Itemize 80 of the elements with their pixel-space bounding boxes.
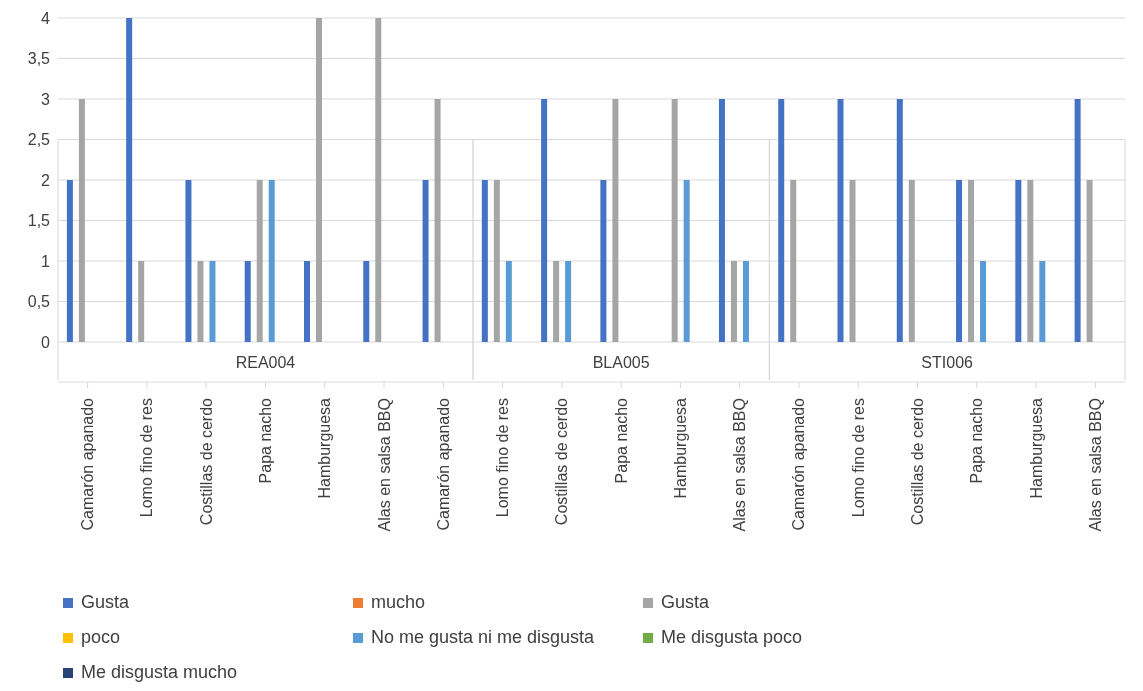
- bar: [126, 18, 133, 342]
- bar: [612, 99, 619, 342]
- legend-label: Me disgusta mucho: [81, 662, 238, 683]
- bar: [541, 99, 548, 342]
- text: STI006: [921, 353, 974, 371]
- y-tick-label: 2,5: [27, 131, 51, 149]
- bar: [434, 99, 441, 342]
- bar: [1027, 180, 1034, 342]
- bar: [316, 18, 322, 342]
- bar: [980, 261, 987, 342]
- y-tick-label: 3,5: [27, 50, 51, 68]
- y-tick-label: 3: [41, 90, 51, 108]
- bar: [304, 261, 310, 342]
- x-tick-label: Hamburguesa: [316, 397, 334, 499]
- bar: [600, 180, 607, 342]
- x-tick-label: Alas en salsa BBQ: [1086, 398, 1104, 532]
- x-tick-label: Lomo fino de res: [138, 398, 156, 518]
- bar: [778, 99, 785, 342]
- bar: [683, 180, 690, 342]
- legend-label: Gusta: [81, 592, 130, 613]
- bar: [908, 180, 915, 342]
- bar: [565, 261, 572, 342]
- bar: [968, 180, 975, 342]
- text: REA004: [235, 353, 296, 371]
- bar: [185, 180, 192, 342]
- x-tick-label: Alas en salsa BBQ: [731, 398, 749, 532]
- bar: [493, 180, 500, 342]
- x-tick-label: Lomo fino de res: [849, 398, 867, 518]
- x-tick-label: Papa nacho: [612, 397, 630, 484]
- bar: [78, 99, 85, 342]
- x-tick-label: Hamburguesa: [671, 397, 689, 499]
- bar: [1015, 180, 1022, 342]
- bar: [742, 261, 749, 342]
- bar: [1074, 99, 1081, 342]
- y-tick-label: 0: [41, 333, 51, 351]
- x-tick-label: Camarón apanado: [434, 397, 452, 531]
- y-tick-label: 1: [41, 252, 51, 270]
- bar: [375, 18, 382, 342]
- bar: [790, 180, 797, 342]
- bar: [197, 261, 204, 342]
- bar: [553, 261, 560, 342]
- bar: [896, 99, 903, 342]
- text: BLA005: [592, 353, 650, 371]
- x-tick-label: Costillas de cerdo: [197, 397, 215, 526]
- bar: [363, 261, 370, 342]
- bar: [138, 261, 145, 342]
- legend-label: poco: [81, 627, 121, 648]
- bar: [1039, 261, 1046, 342]
- y-tick-label: 1,5: [27, 212, 51, 230]
- bar: [1086, 180, 1093, 342]
- bar: [268, 180, 275, 342]
- bar: [730, 261, 737, 342]
- bar: [956, 180, 963, 342]
- x-tick-label: Camarón apanado: [79, 397, 97, 531]
- x-tick-label: Papa nacho: [256, 397, 274, 484]
- x-tick-label: Papa nacho: [968, 397, 986, 484]
- y-tick-label: 4: [41, 9, 51, 27]
- bar: [209, 261, 216, 342]
- bar: [718, 99, 725, 342]
- bar: [66, 180, 73, 342]
- y-tick-label: 2: [41, 171, 51, 189]
- x-tick-label: Alas en salsa BBQ: [375, 398, 393, 532]
- bar: [244, 261, 251, 342]
- x-tick-label: Costillas de cerdo: [553, 397, 571, 526]
- legend-label: Gusta: [661, 592, 710, 613]
- bar: [505, 261, 512, 342]
- bar: [671, 99, 678, 342]
- x-tick-label: Hamburguesa: [1027, 397, 1045, 499]
- y-tick-label: 0,5: [27, 293, 51, 311]
- bar: [256, 180, 263, 342]
- legend-label: No me gusta ni me disgusta: [371, 627, 595, 648]
- bar: [481, 180, 488, 342]
- bar: [837, 99, 844, 342]
- bar: [422, 180, 429, 342]
- bar: [849, 180, 856, 342]
- x-tick-label: Lomo fino de res: [494, 398, 512, 518]
- x-tick-label: Camarón apanado: [790, 397, 808, 531]
- legend-label: mucho: [371, 592, 426, 613]
- x-tick-label: Costillas de cerdo: [909, 397, 927, 526]
- legend-label: Me disgusta poco: [661, 627, 803, 648]
